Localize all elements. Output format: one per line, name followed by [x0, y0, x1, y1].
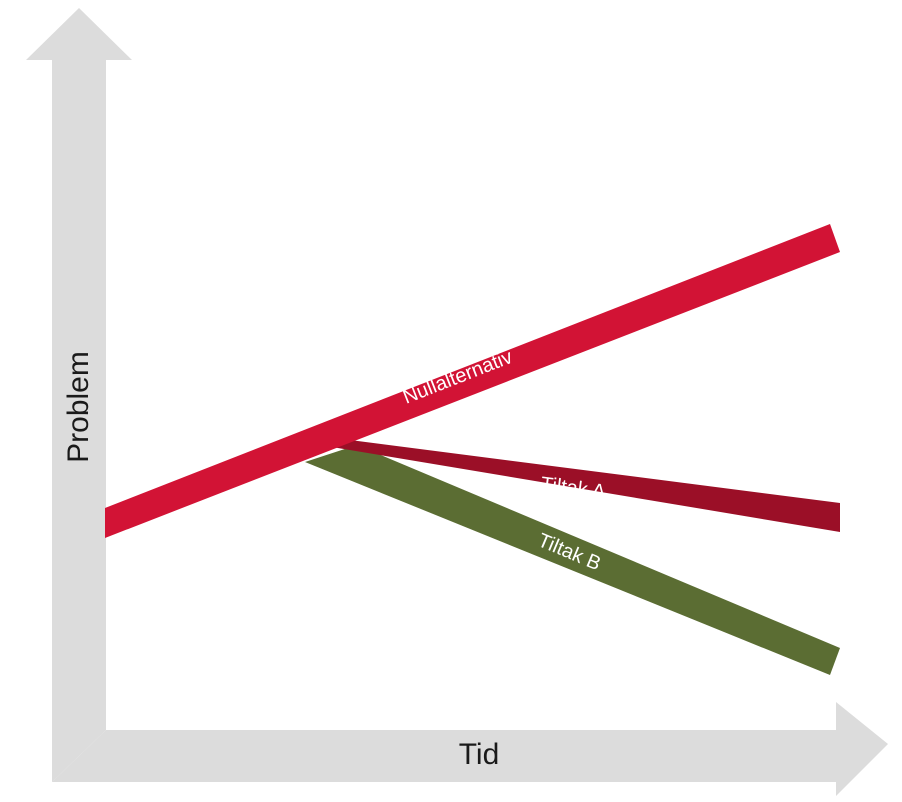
y-axis-label: Problem: [62, 351, 95, 463]
x-axis-label: Tid: [459, 738, 500, 771]
